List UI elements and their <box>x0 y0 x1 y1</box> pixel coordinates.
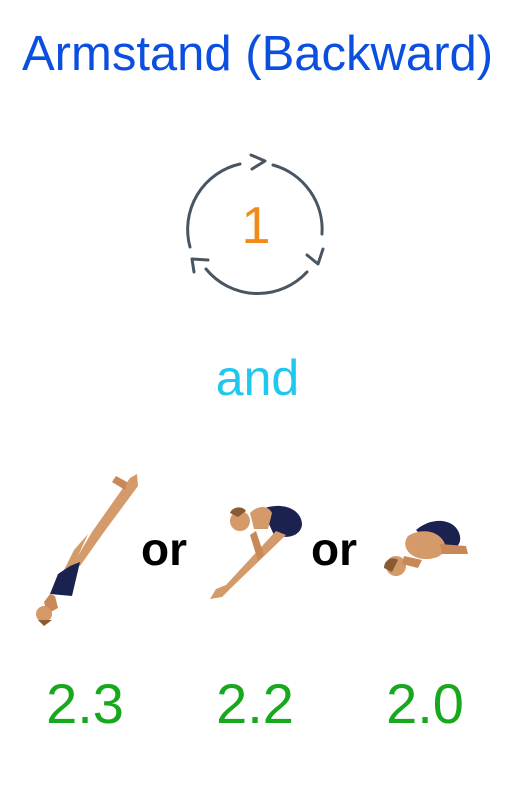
or-separator-2: or <box>311 523 357 575</box>
conjunction-label: and <box>215 350 300 406</box>
rotation-cycle-icon <box>186 153 325 295</box>
rotation-count: 1 <box>241 197 271 255</box>
page-title: Armstand (Backward) <box>22 27 494 81</box>
rotation-indicator: 1 <box>178 146 334 306</box>
pike-position-diver-icon <box>210 505 302 599</box>
straight-position-diver-icon <box>36 474 138 626</box>
degree-of-difficulty-straight: 2.3 <box>46 672 124 735</box>
degree-of-difficulty-tuck: 2.0 <box>386 672 464 735</box>
or-separator-1: or <box>141 523 187 575</box>
tuck-position-diver-icon <box>384 520 468 576</box>
degree-of-difficulty-pike: 2.2 <box>216 672 294 735</box>
